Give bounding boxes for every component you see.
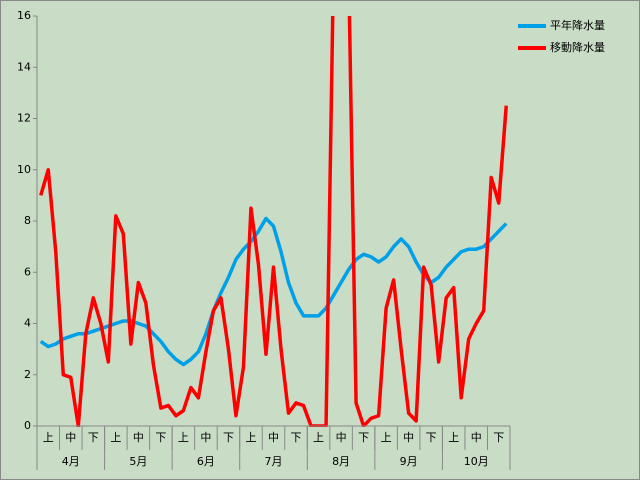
x-tick-label: 中	[133, 431, 144, 444]
x-tick-label: 上	[245, 431, 256, 444]
x-tick-label: 中	[336, 431, 347, 444]
x-tick-label: 下	[426, 431, 437, 444]
x-tick-label: 上	[110, 431, 121, 444]
y-tick-label: 16	[17, 9, 31, 22]
group-label: 5月	[129, 455, 147, 468]
x-tick-label: 下	[88, 431, 99, 444]
x-tick-label: 中	[403, 431, 414, 444]
y-tick-label: 6	[24, 265, 31, 278]
y-tick-label: 0	[24, 419, 31, 432]
group-label: 7月	[265, 455, 283, 468]
x-tick-label: 中	[471, 431, 482, 444]
series-line	[39, 16, 508, 427]
group-label: 6月	[197, 455, 215, 468]
x-tick-label: 下	[223, 431, 234, 444]
x-tick-label: 下	[358, 431, 369, 444]
x-tick-label: 下	[291, 431, 302, 444]
x-tick-label: 下	[493, 431, 504, 444]
x-tick-label: 中	[268, 431, 279, 444]
y-tick-label: 12	[17, 112, 31, 125]
y-tick-label: 4	[24, 317, 31, 330]
x-tick-label: 上	[313, 431, 324, 444]
group-label: 10月	[464, 455, 489, 468]
x-tick-label: 下	[155, 431, 166, 444]
group-label: 9月	[400, 455, 418, 468]
y-tick-label: 14	[17, 60, 31, 73]
x-tick-label: 中	[65, 431, 76, 444]
x-tick-label: 上	[448, 431, 459, 444]
y-tick-label: 8	[24, 214, 31, 227]
group-label: 8月	[332, 455, 350, 468]
x-tick-label: 中	[200, 431, 211, 444]
x-tick-label: 上	[178, 431, 189, 444]
x-tick-label: 上	[43, 431, 54, 444]
legend-label: 平年降水量	[550, 18, 605, 32]
x-tick-label: 上	[381, 431, 392, 444]
legend-label: 移動降水量	[550, 40, 605, 54]
group-label: 4月	[62, 455, 80, 468]
plot-area	[39, 16, 508, 427]
y-tick-label: 2	[24, 368, 31, 381]
y-tick-label: 10	[17, 163, 31, 176]
